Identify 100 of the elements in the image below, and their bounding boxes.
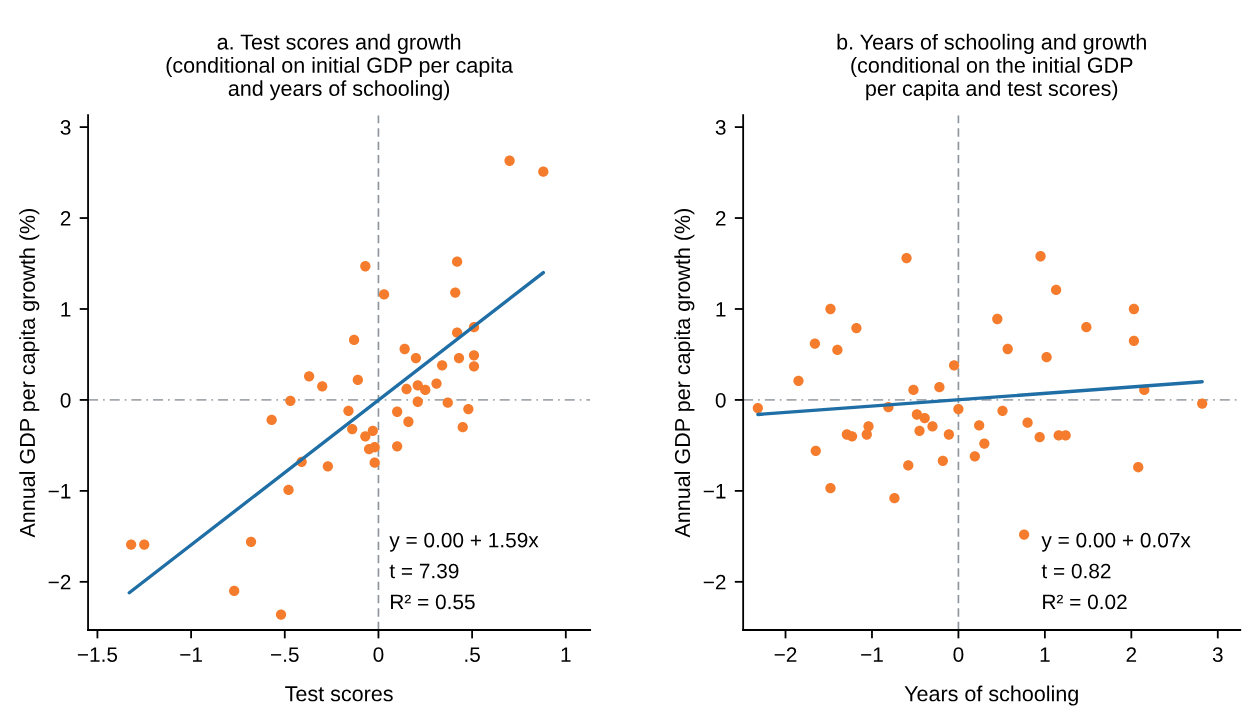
- point: [303, 371, 315, 382]
- x-axis-title: Test scores: [285, 686, 393, 702]
- point: [1081, 322, 1092, 333]
- x-tick-label: −.5: [271, 647, 299, 662]
- point: [463, 403, 474, 415]
- point: [937, 455, 949, 467]
- point: [953, 403, 964, 415]
- point: [1041, 352, 1052, 363]
- chart-title: a. Test scores and growth (conditional on initial GDP per capita and years of schooling): [166, 33, 514, 101]
- y-tick-label: 0: [60, 392, 71, 408]
- point: [139, 539, 150, 550]
- y-tick-label: 1: [716, 302, 726, 317]
- y-tick-label: 0: [715, 392, 726, 408]
- point: [901, 252, 912, 264]
- point: [1022, 417, 1033, 428]
- y-tick-label: 2: [715, 211, 726, 226]
- point: [538, 166, 549, 177]
- point: [266, 414, 277, 426]
- point: [468, 361, 480, 372]
- point: [420, 384, 431, 396]
- point: [401, 383, 412, 395]
- point: [412, 396, 423, 407]
- point: [997, 405, 1008, 416]
- point: [1018, 529, 1030, 540]
- x-tick-label: 2: [1126, 647, 1137, 662]
- point: [832, 344, 843, 356]
- point: [437, 360, 448, 371]
- point: [410, 352, 422, 364]
- point: [752, 402, 763, 414]
- x-axis-title: Years of schooling: [904, 685, 1078, 706]
- y-axis-title: Annual GDP per capita growth (%): [19, 209, 40, 538]
- point: [442, 397, 453, 408]
- point: [317, 381, 328, 392]
- y-tick-label: −1: [703, 484, 726, 499]
- chart-title: b. Years of schooling and growth (conditional on the initial GDP per capita and test scores): [837, 33, 1146, 101]
- point: [369, 457, 380, 468]
- point: [451, 256, 463, 267]
- point: [1050, 284, 1062, 296]
- point: [825, 483, 836, 494]
- y-tick-label: 2: [60, 211, 71, 226]
- point: [919, 412, 930, 424]
- point: [125, 539, 137, 550]
- point: [903, 460, 914, 471]
- point: [347, 423, 358, 435]
- point: [369, 442, 380, 453]
- point: [352, 374, 363, 386]
- point: [969, 451, 980, 462]
- point: [992, 313, 1003, 325]
- point: [348, 334, 360, 346]
- annotation: R² = 0.55: [391, 594, 475, 610]
- point: [360, 261, 371, 272]
- point: [825, 303, 836, 315]
- point: [1035, 251, 1046, 262]
- point: [229, 585, 240, 597]
- point: [399, 343, 410, 355]
- point: [851, 322, 862, 334]
- x-tick-label: −1: [861, 647, 883, 662]
- y-tick-label: −1: [48, 484, 71, 499]
- point: [1197, 398, 1208, 409]
- annotation: y = 0.00 + 1.59x: [389, 532, 539, 552]
- x-tick-label: 0: [373, 647, 384, 662]
- y-axis-title: Annual GDP per capita growth (%): [674, 209, 695, 538]
- point: [392, 406, 403, 417]
- annotation: R² = 0.02: [1043, 594, 1127, 610]
- point: [360, 431, 371, 442]
- point: [343, 405, 354, 416]
- x-tick-label: 3: [1212, 647, 1223, 662]
- point: [412, 380, 423, 391]
- point: [1128, 335, 1140, 346]
- point: [927, 421, 938, 432]
- point: [392, 441, 403, 452]
- x-tick-label: .5: [465, 647, 480, 662]
- point: [1034, 432, 1045, 443]
- point: [245, 536, 257, 547]
- point: [793, 375, 804, 386]
- point: [908, 384, 919, 396]
- point: [283, 484, 294, 496]
- point: [1133, 462, 1144, 473]
- point: [468, 350, 480, 361]
- point: [810, 445, 821, 457]
- x-tick-label: −1: [180, 647, 202, 662]
- x-tick-label: 0: [953, 647, 964, 662]
- annotation: y = 0.00 + 0.07x: [1041, 532, 1191, 552]
- point: [504, 155, 515, 166]
- point: [809, 338, 821, 349]
- y-tick-label: 3: [715, 120, 726, 135]
- y-tick-label: −2: [703, 574, 726, 590]
- point: [979, 438, 990, 449]
- point: [450, 287, 461, 298]
- point: [431, 378, 442, 389]
- x-tick-label: 1: [1040, 647, 1050, 662]
- x-tick-label: 1: [561, 647, 571, 662]
- point: [1128, 303, 1140, 315]
- point: [914, 425, 925, 437]
- x-tick-label: −2: [774, 647, 797, 662]
- point: [948, 360, 960, 371]
- point: [457, 422, 468, 433]
- point: [911, 409, 923, 420]
- point: [285, 395, 296, 406]
- point: [378, 289, 390, 300]
